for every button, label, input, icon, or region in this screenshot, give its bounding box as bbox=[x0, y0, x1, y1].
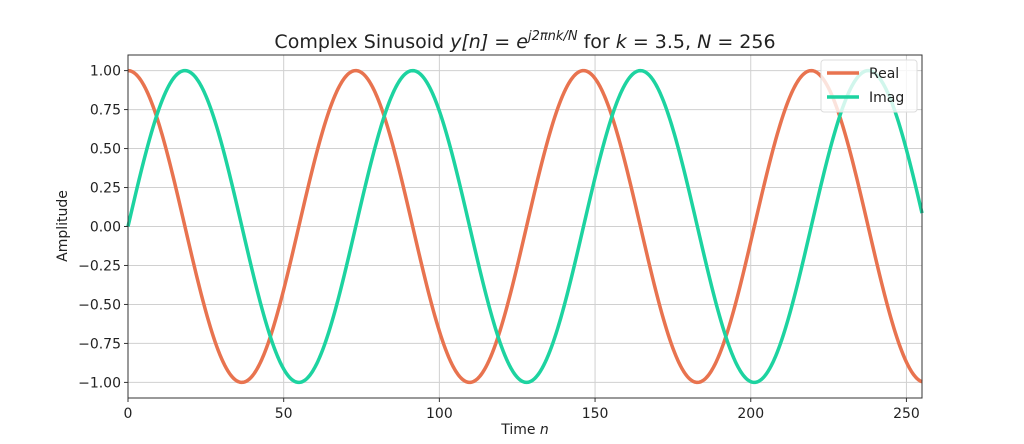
y-tick-label: 0.25 bbox=[90, 181, 121, 197]
y-tick-label: 1.00 bbox=[90, 64, 121, 80]
x-tick-label: 200 bbox=[737, 406, 764, 422]
x-axis-label: Time n bbox=[500, 422, 549, 438]
series-line-imag bbox=[126, 68, 924, 385]
y-tick-label: 0.00 bbox=[90, 220, 121, 236]
y-axis-label: Amplitude bbox=[55, 190, 71, 262]
series-line-real bbox=[127, 68, 923, 385]
chart-title: Complex Sinusoid y[n] = ej2πnk/N for k =… bbox=[274, 29, 775, 53]
y-axis-ticks: 1.00 0.75 0.50 0.25 0.00 −0.25 −0.50 −0.75 −1.00 bbox=[78, 64, 128, 391]
x-tick-label: 0 bbox=[124, 406, 133, 422]
y-tick-label: 0.75 bbox=[90, 103, 121, 119]
x-tick-label: 100 bbox=[426, 406, 453, 422]
y-tick-label: −0.75 bbox=[78, 336, 121, 352]
data-lines bbox=[126, 68, 924, 385]
x-tick-label: 250 bbox=[893, 406, 920, 422]
y-tick-label: 0.50 bbox=[90, 142, 121, 158]
x-tick-label: 50 bbox=[275, 406, 293, 422]
y-tick-label: −1.00 bbox=[78, 375, 121, 391]
x-axis-ticks: 0 50 100 150 200 250 bbox=[124, 398, 920, 422]
legend-label-imag: Imag bbox=[869, 90, 904, 106]
legend-label-real: Real bbox=[869, 66, 899, 82]
y-tick-label: −0.25 bbox=[78, 258, 121, 274]
legend: Real Imag bbox=[820, 59, 918, 113]
y-tick-label: −0.50 bbox=[78, 297, 121, 313]
x-tick-label: 150 bbox=[582, 406, 609, 422]
